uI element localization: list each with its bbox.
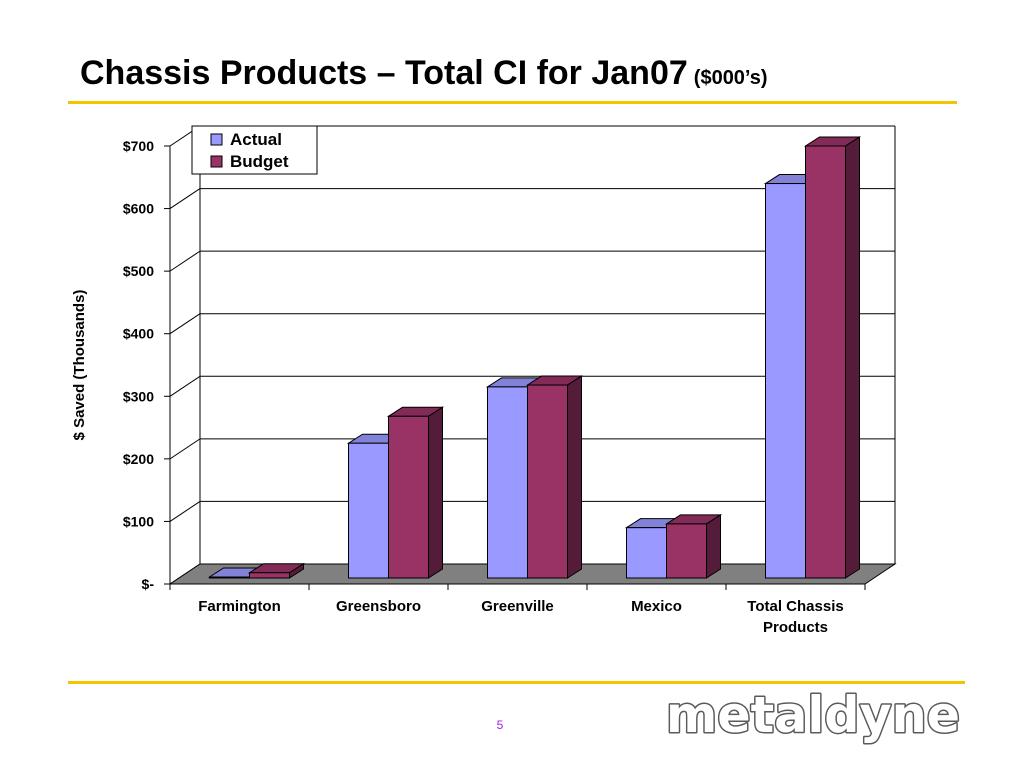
bar-budget-total-chassis-products <box>805 145 846 579</box>
slide-title-text: Chassis Products – Total CI for Jan07 <box>80 54 688 92</box>
gridline-side <box>169 438 201 460</box>
bar-side <box>706 514 721 579</box>
legend-label-actual: Actual <box>230 130 282 149</box>
slide-title-unit: ($000’s) <box>693 67 768 89</box>
x-tick-label: Greensboro <box>336 598 421 615</box>
bar-actual-farmington <box>209 576 250 579</box>
title-underline-rule <box>68 101 957 104</box>
bar-actual-greensboro <box>348 442 389 579</box>
bar-side <box>428 406 443 579</box>
slide-title: Chassis Products – Total CI for Jan07 ($0… <box>80 50 768 101</box>
chart-bars-layer <box>207 136 862 579</box>
y-tick-label: $700 <box>123 138 154 154</box>
legend-swatch-actual <box>210 133 223 146</box>
bar-budget-mexico <box>666 523 707 579</box>
gridline-side <box>169 188 201 209</box>
x-tick-label: Farmington <box>198 598 281 615</box>
y-tick-label: $400 <box>123 326 154 342</box>
gridline-side <box>169 501 201 522</box>
y-tick-label: $100 <box>123 513 154 529</box>
chart-legend: Actual Budget <box>191 125 318 175</box>
y-tick-label: $600 <box>123 201 154 217</box>
y-tick-label: $300 <box>123 388 154 404</box>
footer-rule <box>68 681 965 684</box>
metaldyne-logo: metaldyne <box>665 688 962 746</box>
x-tick-label: Greenville <box>481 598 554 615</box>
bar-budget-greenville <box>527 384 568 579</box>
legend-swatch-budget <box>210 155 223 168</box>
bar-actual-total-chassis-products <box>765 183 806 579</box>
gridline-side <box>169 313 201 335</box>
y-tick-label: $500 <box>123 263 154 279</box>
chart-front-layer: $- $100 $200 $300 $400 $500 $600 $700 $ Saved (T… <box>71 125 866 636</box>
bar-chart: $- $100 $200 $300 $400 $500 $600 $700 $ Saved (T… <box>71 125 897 636</box>
gridline-side <box>169 375 201 397</box>
x-tick-label: Mexico <box>631 598 682 615</box>
x-tick-label: Total Chassis Products <box>747 598 843 636</box>
bar-side <box>845 136 860 579</box>
x-tick-label-line: Total Chassis <box>747 598 843 615</box>
y-tick-label: $200 <box>123 451 154 467</box>
bar-actual-greenville <box>487 386 528 579</box>
bar-actual-mexico <box>626 527 667 579</box>
legend-label-budget: Budget <box>230 152 289 171</box>
bar-side <box>567 375 582 579</box>
bar-budget-greensboro <box>388 415 429 579</box>
y-axis-title: $ Saved (Thousands) <box>71 290 88 441</box>
page-number: 5 <box>496 718 504 732</box>
y-tick-label: $- <box>142 576 155 592</box>
bar-budget-farmington <box>249 572 290 579</box>
gridline-side <box>169 250 201 272</box>
logo-wordmark: metaldyne <box>666 688 960 744</box>
x-tick-label-line: Products <box>763 619 828 636</box>
